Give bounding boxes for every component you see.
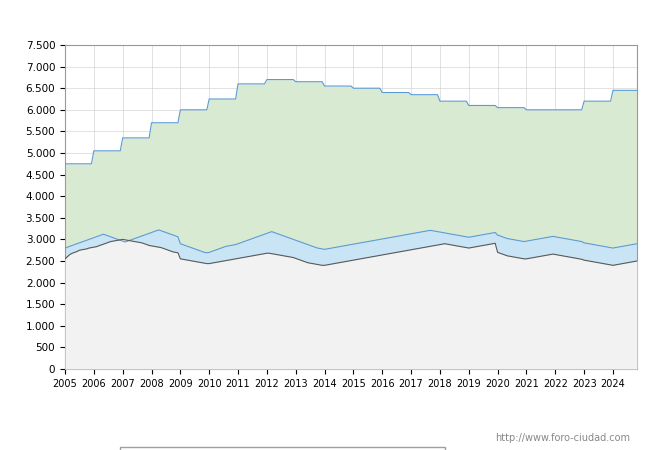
Text: El Espinar - Evolucion de la poblacion en edad de Trabajar Noviembre de 2024: El Espinar - Evolucion de la poblacion e… <box>64 14 586 27</box>
Text: http://www.foro-ciudad.com: http://www.foro-ciudad.com <box>495 433 630 443</box>
Legend: Ocupados, Parados, Hab. entre 16-64: Ocupados, Parados, Hab. entre 16-64 <box>120 447 445 450</box>
